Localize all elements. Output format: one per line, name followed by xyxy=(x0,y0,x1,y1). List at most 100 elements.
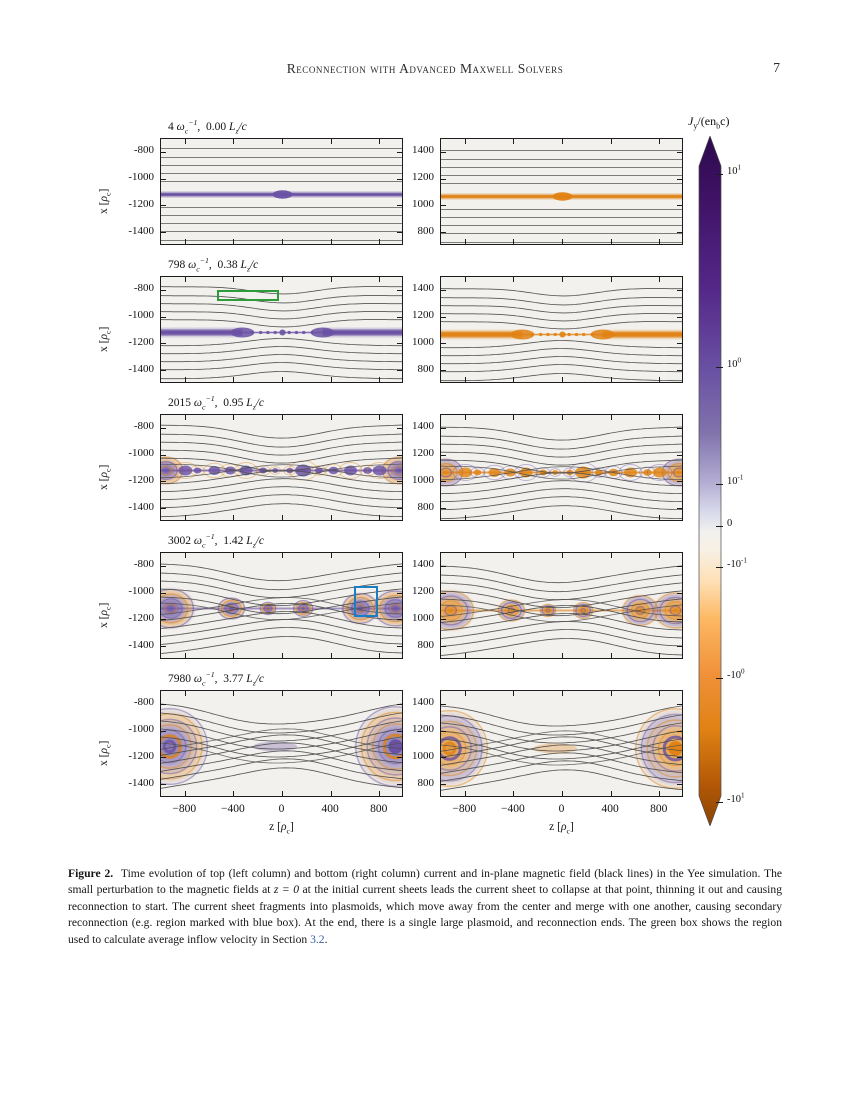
panel-field-render xyxy=(441,553,682,658)
panel-row4-right xyxy=(440,552,683,659)
y-tick-label: 1000 xyxy=(412,749,434,762)
x-tick-label: 400 xyxy=(601,803,619,815)
panel-field-render xyxy=(441,415,682,520)
magnetic-field-lines xyxy=(161,703,402,789)
magnetic-field-lines xyxy=(161,286,402,380)
y-tick-label: -1400 xyxy=(128,776,154,789)
magnetic-field-lines xyxy=(441,565,682,656)
y-tick-label: 1000 xyxy=(412,611,434,624)
panel-row4-left xyxy=(160,552,403,659)
y-tick-label: 1400 xyxy=(412,420,434,433)
colorbar-label-j: J xyxy=(688,114,694,128)
panel-title-row3: 2015 ωc−1, 0.95 Lz/c xyxy=(168,394,265,412)
y-tick-label: 800 xyxy=(417,776,435,789)
colorbar xyxy=(698,134,722,828)
y-tick-label: 800 xyxy=(417,638,435,651)
caption-text-1: Time evolution of top (left column) and … xyxy=(68,867,783,897)
colorbar-tick xyxy=(716,484,723,486)
yaxis-name-row2: x [ρc] xyxy=(98,326,113,352)
panel-row5-right xyxy=(440,690,683,797)
magnetic-field-lines xyxy=(441,705,682,791)
figure-caption: Figure 2. Time evolution of top (left co… xyxy=(68,866,782,948)
y-tick-label: 1400 xyxy=(412,558,434,571)
y-tick-label: 1200 xyxy=(412,309,434,322)
panel-field-render xyxy=(161,691,402,796)
y-tick-label: 1200 xyxy=(412,447,434,460)
panel-title-row5: 7980 ωc−1, 3.77 Lz/c xyxy=(168,670,265,688)
y-tick-label: -1200 xyxy=(128,335,154,348)
page-number: 7 xyxy=(773,60,780,75)
caption-math-z: z = 0 xyxy=(273,883,300,897)
colorbar-tick xyxy=(716,173,723,175)
y-tick-label: 800 xyxy=(417,362,435,375)
y-tick-label: 1400 xyxy=(412,696,434,709)
y-tick-label: 800 xyxy=(417,224,435,237)
y-tick-label: 1000 xyxy=(412,335,434,348)
y-tick-label: 1400 xyxy=(412,144,434,157)
panel-row5-left xyxy=(160,690,403,797)
y-tick-label: 1200 xyxy=(412,723,434,736)
colorbar-tick-label: -10-1 xyxy=(727,556,747,571)
yaxis-name-row3: x [ρc] xyxy=(98,464,113,490)
colorbar-label-rest: /(en xyxy=(697,114,717,128)
panel-lz-unit: Lz/c xyxy=(240,259,259,274)
caption-text-2: at the initial current sheets leads the … xyxy=(68,883,782,946)
x-tick-label: 0 xyxy=(278,803,285,815)
yaxis-name-row4: x [ρc] xyxy=(98,602,113,628)
x-tick-label: 0 xyxy=(558,803,565,815)
x-tick-label: −800 xyxy=(172,803,197,815)
panel-title-row2: 798 ωc−1, 0.38 Lz/c xyxy=(168,256,259,274)
y-tick-label: 1400 xyxy=(412,282,434,295)
colorbar-label-rest-sub: b xyxy=(716,121,721,131)
y-tick-label: 1200 xyxy=(412,585,434,598)
panel-row3-left xyxy=(160,414,403,521)
caption-section-link[interactable]: 3.2 xyxy=(310,932,325,946)
panel-time-unit: ωc−1 xyxy=(193,394,215,412)
y-tick-label: -1000 xyxy=(128,723,154,736)
colorbar-tick xyxy=(716,677,723,679)
panel-field-render xyxy=(161,277,402,382)
blue-highlight-box xyxy=(354,586,379,618)
magnetic-field-lines xyxy=(161,424,402,518)
panel-row2-left xyxy=(160,276,403,383)
colorbar-tick-label: 10-1 xyxy=(727,473,744,488)
panel-row1-right xyxy=(440,138,683,245)
panel-lz: 0.38 xyxy=(217,259,238,271)
x-tick-label: 800 xyxy=(650,803,668,815)
x-tick-label: −400 xyxy=(221,803,245,815)
y-tick-label: -1400 xyxy=(128,500,154,513)
panel-row1-left xyxy=(160,138,403,245)
colorbar-tick-label: 0 xyxy=(727,517,733,529)
x-tick-label: −800 xyxy=(452,803,477,815)
y-tick-label: -1200 xyxy=(128,749,154,762)
y-tick-label: -1400 xyxy=(128,362,154,375)
panel-lz: 0.95 xyxy=(223,397,244,409)
panel-field-render xyxy=(441,691,682,796)
y-tick-label: -1000 xyxy=(128,309,154,322)
colorbar-gradient xyxy=(698,134,722,828)
y-tick-label: -800 xyxy=(133,420,154,433)
y-tick-label: -1200 xyxy=(128,197,154,210)
x-tick-label: −400 xyxy=(501,803,525,815)
xaxis-name-col1: z [ρc] xyxy=(269,821,294,836)
y-tick-label: -1400 xyxy=(128,224,154,237)
panel-title-row4: 3002 ωc−1, 1.42 Lz/c xyxy=(168,532,265,550)
y-tick-label: 800 xyxy=(417,500,435,513)
colorbar-tick-label: -100 xyxy=(727,667,745,681)
caption-text-3: . xyxy=(324,932,328,946)
panel-title-row1: 4 ωc−1, 0.00 Lz/c xyxy=(168,118,247,136)
panel-time: 7980 xyxy=(168,673,191,685)
panel-lz: 3.77 xyxy=(223,673,244,685)
y-tick-label: -800 xyxy=(133,696,154,709)
running-title: Reconnection with Advanced Maxwell Solve… xyxy=(286,61,564,76)
y-tick-label: -800 xyxy=(133,558,154,571)
y-tick-label: 1000 xyxy=(412,473,434,486)
y-tick-label: -1000 xyxy=(128,447,154,460)
panel-lz-unit: Lz/c xyxy=(246,535,265,550)
colorbar-tick-label: 101 xyxy=(727,163,742,177)
panel-time: 798 xyxy=(168,259,186,271)
panel-lz-unit: Lz/c xyxy=(229,121,247,136)
panel-field-render xyxy=(161,415,402,520)
y-tick-label: -1400 xyxy=(128,638,154,651)
panel-lz-unit: Lz/c xyxy=(246,673,265,688)
